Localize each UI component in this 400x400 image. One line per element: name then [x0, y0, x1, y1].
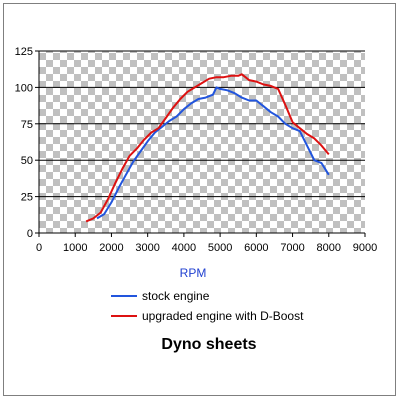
series-line-stock-engine	[96, 86, 330, 220]
chart: 0 25 50 75 100 125 0 1000 2000 3000 4000 5000 6000 70…	[15, 46, 378, 353]
chart-title: Dyno sheets	[161, 336, 256, 353]
x-axis-label: RPM	[180, 266, 207, 280]
legend-label-upgraded-engine: upgraded engine with D-Boost	[142, 309, 304, 323]
x-tick-label: 3000	[135, 242, 159, 254]
y-tick-label: 0	[27, 228, 33, 240]
legend-label-stock-engine: stock engine	[142, 289, 210, 303]
x-tick-label: 1000	[63, 242, 87, 254]
y-tick-label: 75	[21, 119, 33, 131]
chart-frame: 0 25 50 75 100 125 0 1000 2000 3000 4000 5000 6000 70…	[3, 3, 396, 396]
x-tick-label: 7000	[280, 242, 304, 254]
x-tick-label: 8000	[317, 242, 341, 254]
x-tick-label: 6000	[244, 242, 268, 254]
x-tick-label: 0	[36, 242, 42, 254]
x-tick-label: 5000	[208, 242, 232, 254]
plot-area	[39, 51, 365, 233]
y-tick-label: 50	[21, 155, 33, 167]
x-tick-label: 9000	[353, 242, 377, 254]
x-tick-label: 4000	[172, 242, 196, 254]
y-tick-label: 125	[15, 46, 33, 58]
y-tick-label: 25	[21, 192, 33, 204]
legend: stock engine upgraded engine with D-Boos…	[111, 289, 304, 323]
series-line-upgraded-engine	[85, 73, 330, 223]
axes: 0 25 50 75 100 125 0 1000 2000 3000 4000 5000 6000 70…	[15, 46, 378, 254]
series-layer	[85, 73, 330, 223]
y-tick-label: 100	[15, 82, 33, 94]
x-tick-label: 2000	[99, 242, 123, 254]
